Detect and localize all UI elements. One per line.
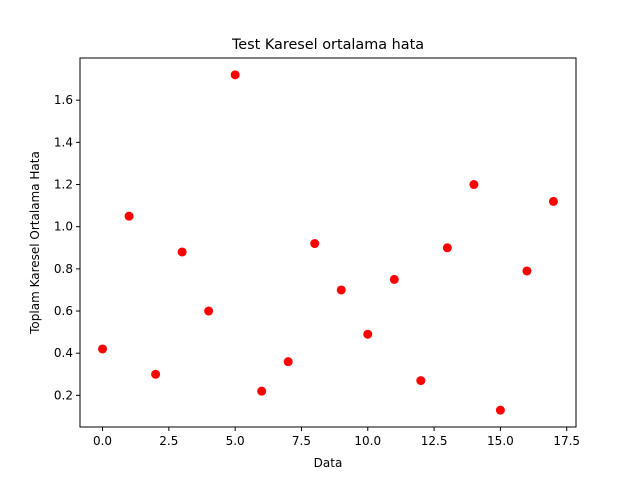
x-tick-label: 2.5 — [159, 434, 178, 448]
plot-area-frame — [79, 57, 577, 428]
x-tick-label: 12.5 — [421, 434, 448, 448]
data-point — [469, 180, 479, 190]
data-point — [336, 285, 346, 295]
data-point — [389, 274, 399, 284]
x-axis-label: Data — [314, 456, 343, 470]
x-tick-label: 0.0 — [93, 434, 112, 448]
y-tick-label: 0.2 — [54, 388, 73, 402]
y-axis-label: Toplam Karesel Ortalama Hata — [28, 151, 42, 335]
data-point — [442, 243, 452, 253]
x-tick-label: 15.0 — [487, 434, 514, 448]
data-point — [416, 376, 426, 386]
data-point — [363, 329, 373, 339]
y-axis-ticks: 0.2 0.4 0.6 0.8 1.0 1.2 1.4 1.6 — [54, 93, 80, 402]
data-points — [98, 70, 558, 415]
data-point — [204, 306, 214, 316]
y-tick-label: 1.6 — [54, 93, 73, 107]
data-point — [230, 70, 240, 80]
data-point — [124, 211, 134, 221]
x-axis-ticks: 0.0 2.5 5.0 7.5 10.0 12.5 15.0 17.5 — [93, 427, 580, 448]
data-point — [257, 386, 267, 396]
y-tick-label: 0.8 — [54, 262, 73, 276]
chart-title: Test Karesel ortalama hata — [231, 37, 424, 53]
data-point — [151, 369, 161, 379]
data-point — [283, 357, 293, 367]
y-tick-label: 0.4 — [54, 346, 73, 360]
y-tick-label: 1.4 — [54, 135, 73, 149]
data-point — [548, 196, 558, 206]
x-tick-label: 7.5 — [292, 434, 311, 448]
data-point — [495, 405, 505, 415]
y-tick-label: 0.6 — [54, 304, 73, 318]
data-point — [522, 266, 532, 276]
x-tick-label: 5.0 — [226, 434, 245, 448]
data-point — [98, 344, 108, 354]
x-tick-label: 17.5 — [553, 434, 580, 448]
y-tick-label: 1.0 — [54, 220, 73, 234]
data-point — [177, 247, 187, 257]
y-tick-label: 1.2 — [54, 178, 73, 192]
x-tick-label: 10.0 — [354, 434, 381, 448]
data-point — [310, 239, 320, 249]
